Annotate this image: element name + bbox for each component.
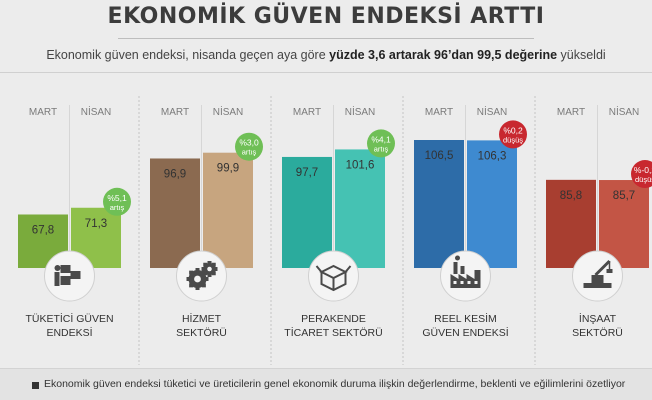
change-word: artış [374, 144, 389, 153]
gears-icon [186, 261, 218, 290]
bar-value-label: 101,6 [346, 159, 375, 171]
series-label: NİSAN [213, 105, 244, 118]
subtitle-text-end: yükseldi [557, 48, 606, 62]
series-label: MART [29, 107, 57, 118]
bar-value-label: 96,9 [164, 168, 186, 180]
subtitle-text: Ekonomik güven endeksi, nisanda geçen ay… [46, 48, 330, 62]
change-badge [367, 129, 395, 158]
change-value: %5,1 [107, 193, 127, 203]
change-badge [499, 120, 527, 149]
change-value: %4,1 [371, 134, 391, 144]
crane-track [583, 283, 612, 288]
change-badge [631, 160, 652, 189]
gear-hole [194, 275, 201, 283]
series-label: MART [161, 107, 189, 118]
bar-value-label: 85,8 [560, 190, 582, 202]
change-word: artış [110, 203, 125, 212]
series-label: NİSAN [81, 105, 112, 118]
bar [467, 140, 517, 268]
crane-boom [594, 259, 611, 277]
bar-value-label: 97,7 [296, 167, 318, 179]
change-word: artış [242, 148, 257, 157]
change-word: düşüş [635, 175, 652, 184]
smoke [455, 255, 460, 261]
box-shape [70, 271, 81, 279]
group-label: TİCARET SEKTÖRÜ [284, 326, 382, 339]
factory-window [460, 281, 464, 284]
crane-cab [591, 275, 604, 283]
person-head [54, 265, 61, 271]
gear-tooth [203, 271, 208, 276]
person-body [54, 272, 60, 286]
footer-text: Ekonomik güven endeksi tüketici ve üreti… [44, 378, 626, 390]
gear-hole [207, 266, 212, 272]
bar [335, 149, 385, 268]
bullet-square-icon [32, 382, 39, 389]
crane-icon [583, 259, 613, 288]
chimney [460, 266, 465, 274]
footer-note: Ekonomik güven endeksi tüketici ve üreti… [0, 368, 652, 400]
bar-value-label: 71,3 [85, 218, 107, 230]
series-label: NİSAN [609, 105, 640, 118]
series-label: MART [425, 107, 453, 118]
crane-hook [606, 269, 613, 273]
group-label: SEKTÖRÜ [176, 327, 227, 339]
bar-value-label: 99,9 [217, 163, 239, 175]
box-icon [315, 264, 352, 292]
title-divider [118, 38, 534, 39]
group-label: GÜVEN ENDEKSİ [422, 326, 508, 339]
bar-value-label: 106,3 [478, 150, 507, 162]
series-label: NİSAN [477, 105, 508, 118]
page-title: EKONOMİK GÜVEN ENDEKSİ ARTTI [107, 4, 545, 29]
change-badge [103, 187, 131, 216]
chimney [453, 262, 458, 274]
icon-circle [440, 250, 491, 302]
icon-circle [308, 250, 359, 302]
change-value: %-0,2 [634, 165, 652, 175]
group-label: REEL KESİM [434, 312, 497, 325]
gear-tooth [211, 262, 216, 267]
group-label: PERAKENDE [301, 313, 366, 325]
change-word: düşüş [503, 135, 523, 144]
series-label: NİSAN [345, 105, 376, 118]
subtitle-divider [0, 72, 652, 73]
series-label: MART [293, 107, 321, 118]
gear-tooth [211, 271, 216, 276]
box-flap [315, 265, 352, 273]
series-label: MART [557, 107, 585, 118]
factory-window [453, 281, 457, 284]
group-label: İNŞAAT [579, 312, 617, 325]
box-shape [60, 265, 71, 273]
group-label: ENDEKSİ [46, 326, 92, 339]
factory-window [467, 281, 471, 284]
box-shape [60, 276, 71, 285]
change-value: %3,0 [239, 138, 259, 148]
bar-value-label: 106,5 [425, 150, 454, 162]
bar-value-label: 67,8 [32, 224, 54, 236]
gear-tooth [203, 262, 208, 267]
group-label: TÜKETİCİ GÜVEN [25, 312, 113, 325]
subtitle-highlight: yüzde 3,6 artarak 96’dan 99,5 değerine [329, 48, 558, 62]
bar-value-label: 85,7 [613, 190, 635, 202]
factory-window [474, 281, 478, 284]
subtitle: Ekonomik güven endeksi, nisanda geçen ay… [0, 48, 652, 62]
factory-building [450, 270, 481, 288]
change-badge [235, 132, 263, 161]
bar [150, 158, 200, 268]
boxes-icon [54, 265, 81, 286]
group-label: HİZMET [182, 312, 222, 325]
bar [203, 152, 253, 268]
bar [414, 140, 464, 268]
group-label: SEKTÖRÜ [572, 327, 623, 339]
bar [282, 156, 332, 268]
change-value: %0,2 [503, 125, 523, 135]
factory-icon [450, 255, 481, 288]
